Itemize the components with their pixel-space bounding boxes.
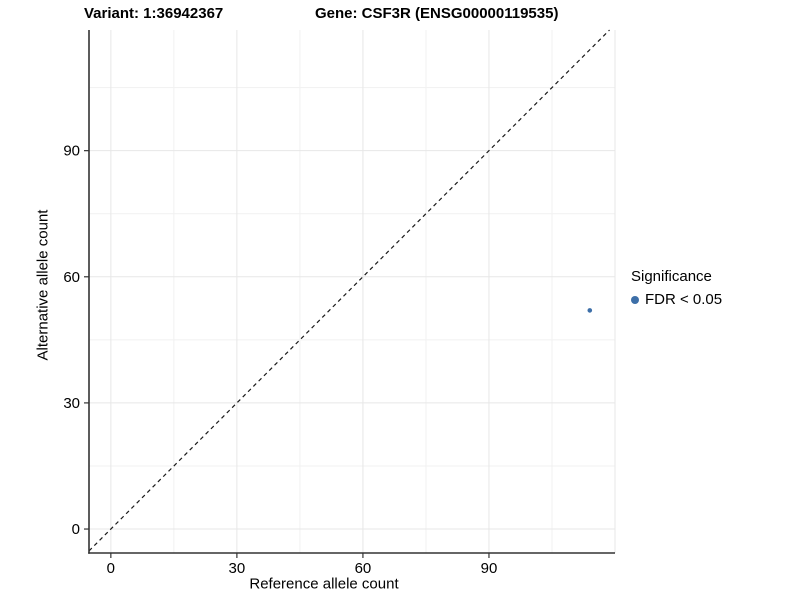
y-tick-label: 30 bbox=[63, 395, 80, 412]
x-tick-label: 90 bbox=[481, 560, 498, 577]
y-tick-label: 90 bbox=[63, 143, 80, 160]
x-tick-label: 0 bbox=[107, 560, 115, 577]
x-axis-title: Reference allele count bbox=[249, 575, 399, 593]
y-tick-label: 60 bbox=[63, 269, 80, 286]
identity-dashed-line bbox=[88, 29, 610, 552]
variant-title: Variant: 1:36942367 bbox=[84, 5, 224, 22]
legend-item: FDR < 0.05 bbox=[631, 291, 722, 308]
y-axis-title: Alternative allele count bbox=[34, 209, 52, 361]
x-tick-label: 30 bbox=[229, 560, 246, 577]
gene-title: Gene: CSF3R (ENSG00000119535) bbox=[315, 5, 559, 22]
legend-title: Significance bbox=[631, 268, 712, 285]
legend-item-label: FDR < 0.05 bbox=[645, 291, 723, 308]
x-tick-label: 60 bbox=[355, 560, 372, 577]
legend: Significance FDR < 0.05 bbox=[631, 268, 722, 308]
y-tick-label: 0 bbox=[72, 521, 80, 538]
data-point bbox=[587, 308, 593, 313]
legend-point-swatch bbox=[631, 295, 639, 304]
